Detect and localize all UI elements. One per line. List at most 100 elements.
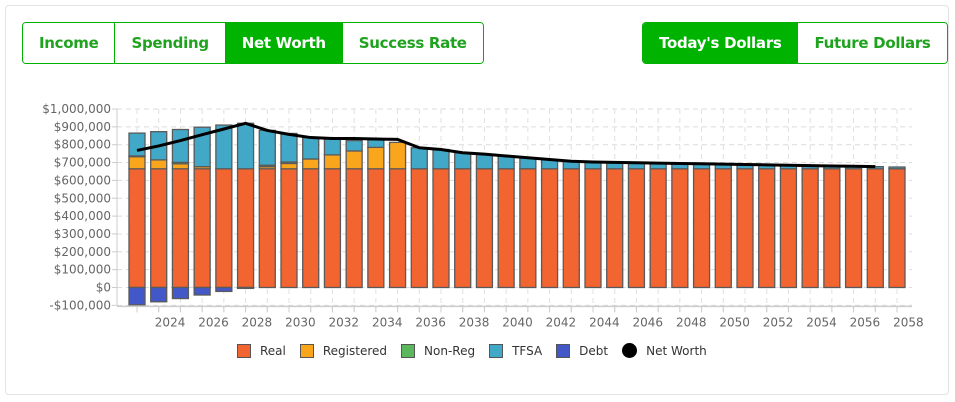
x-axis: 2024 2026 2028 2030 2032 2034 2036 2038 2040 2042…: [117, 305, 924, 329]
bar-real-2027: [215, 168, 233, 289]
y-tick-label: -$100,000: [49, 298, 111, 312]
x-tick-label: 2052: [763, 315, 794, 329]
dollars-toggle-group: Today's Dollars Future Dollars: [642, 22, 948, 64]
x-tick-label: 2048: [676, 315, 707, 329]
bar-tfsa-2031: [302, 136, 320, 160]
bar-registered-2023: [128, 156, 146, 170]
legend-item-tfsa[interactable]: TFSA: [489, 343, 543, 358]
y-tick-label: $200,000: [54, 245, 111, 259]
bar-real-2042: [540, 168, 559, 289]
bar-real-2024: [150, 168, 168, 289]
y-tick-label: $500,000: [54, 191, 111, 205]
bar-real-2026: [193, 168, 211, 289]
x-tick-label: 2050: [719, 315, 750, 329]
legend-item-registered[interactable]: Registered: [299, 343, 388, 358]
legend-item-real[interactable]: Real: [237, 343, 286, 358]
bar-real-2047: [649, 168, 667, 289]
bar-real-2025: [171, 168, 190, 289]
bar-tfsa-2038: [454, 152, 472, 170]
legend-label: Non-Reg: [424, 343, 476, 358]
debt-swatch-icon: [556, 343, 571, 358]
bar-registered-2030: [280, 162, 298, 170]
x-tick-label: 2042: [546, 315, 577, 329]
x-tick-label: 2054: [806, 315, 837, 329]
bar-real-2032: [323, 168, 342, 289]
legend-item-non-reg[interactable]: Non-Reg: [401, 343, 476, 358]
legend-item-net-worth[interactable]: Net Worth: [622, 343, 707, 358]
bar-tfsa-2027: [215, 124, 233, 170]
tfsa-swatch-icon: [489, 343, 504, 358]
net-worth-line-path: [136, 121, 876, 169]
registered-swatch-icon: [299, 343, 314, 358]
legend-label: Real: [260, 343, 286, 358]
legend-label: TFSA: [512, 343, 543, 358]
bar-real-2041: [519, 168, 537, 289]
bar-real-2040: [497, 168, 515, 289]
y-tick-label: $900,000: [54, 120, 111, 134]
bar-debt-2026: [193, 286, 211, 296]
bars: [128, 122, 906, 306]
bar-registered-2032: [323, 154, 342, 170]
tab-income[interactable]: Income: [23, 23, 115, 63]
bar-real-2051: [736, 168, 754, 289]
x-tick-label: 2034: [372, 315, 403, 329]
bar-debt-2025: [171, 286, 190, 300]
bar-real-2057: [866, 168, 884, 289]
bar-real-2030: [280, 168, 298, 289]
bar-real-2039: [475, 168, 494, 289]
bar-real-2048: [671, 168, 689, 289]
y-tick-label: $700,000: [54, 156, 111, 170]
bar-tfsa-2029: [258, 129, 276, 166]
legend-label: Net Worth: [646, 343, 707, 358]
x-tick-label: 2028: [242, 315, 273, 329]
bar-tfsa-2037: [432, 148, 450, 170]
legend-item-debt[interactable]: Debt: [556, 343, 609, 358]
tab-success-rate[interactable]: Success Rate: [341, 23, 483, 63]
x-tick-label: 2044: [589, 315, 620, 329]
bar-real-2055: [823, 168, 841, 289]
tab-spending[interactable]: Spending: [114, 23, 225, 63]
x-tick-label: 2024: [155, 315, 186, 329]
bar-tfsa-2033: [345, 139, 363, 152]
net-worth-chart: -$100,000 $0 $100,000 $200,000 $300,000 $400,…: [42, 102, 924, 329]
bar-real-2045: [606, 168, 624, 289]
bar-real-2029: [258, 168, 276, 289]
bar-real-2056: [844, 168, 863, 289]
bar-real-2053: [779, 168, 798, 289]
x-tick-label: 2046: [633, 315, 664, 329]
legend: Real Registered Non-Reg TFSA Debt Net Wo…: [237, 343, 721, 358]
bar-registered-2033: [345, 150, 363, 170]
legend-label: Registered: [322, 343, 388, 358]
bar-tfsa-2034: [367, 139, 385, 149]
bar-real-2054: [801, 168, 819, 289]
bar-registered-2035: [388, 141, 407, 170]
x-tick-label: 2058: [893, 315, 924, 329]
bar-registered-2024: [150, 159, 168, 170]
x-tick-label: 2056: [850, 315, 881, 329]
tab-net-worth[interactable]: Net Worth: [224, 23, 342, 63]
bar-real-2037: [432, 168, 450, 289]
y-axis: -$100,000 $0 $100,000 $200,000 $300,000 $400,…: [42, 102, 118, 312]
bar-debt-2023: [128, 286, 146, 306]
bar-real-2044: [584, 168, 602, 289]
bar-real-2028: [236, 168, 255, 289]
y-tick-label: $100,000: [54, 263, 111, 277]
bar-real-2034: [367, 168, 385, 289]
net-worth-dot-icon: [622, 343, 638, 358]
bar-real-2035: [388, 168, 407, 289]
bar-real-2036: [410, 168, 428, 289]
legend-label: Debt: [579, 343, 609, 358]
x-tick-label: 2040: [502, 315, 533, 329]
bar-tfsa-2036: [410, 147, 428, 170]
y-tick-label: $0: [96, 281, 111, 295]
todays-dollars-button[interactable]: Today's Dollars: [643, 23, 798, 63]
bar-tfsa-2058: [888, 166, 906, 170]
metric-tab-group: Income Spending Net Worth Success Rate: [22, 22, 484, 64]
x-tick-label: 2036: [415, 315, 446, 329]
bar-real-2031: [302, 168, 320, 289]
bar-registered-2031: [302, 158, 320, 170]
y-tick-label: $400,000: [54, 209, 111, 223]
bar-tfsa-2030: [280, 132, 298, 163]
future-dollars-button[interactable]: Future Dollars: [797, 23, 947, 63]
bar-debt-2028: [236, 286, 255, 290]
